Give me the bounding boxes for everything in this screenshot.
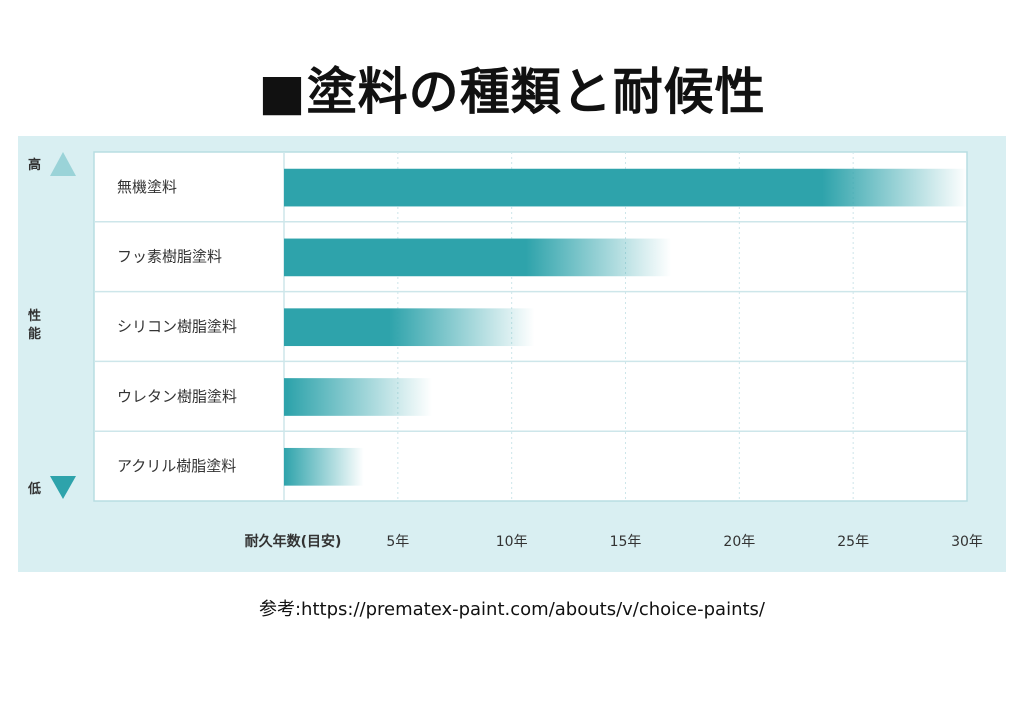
x-tick-label: 10年 xyxy=(496,534,528,550)
bar xyxy=(284,238,672,277)
performance-axis-label-1: 性 xyxy=(28,309,42,324)
category-label: ウレタン樹脂塗料 xyxy=(117,387,237,405)
performance-arrow-down-head xyxy=(50,476,76,499)
bar xyxy=(284,447,364,486)
x-tick-label: 15年 xyxy=(610,534,642,550)
source-citation: 参考:https://prematex-paint.com/abouts/v/c… xyxy=(258,599,765,620)
bar xyxy=(284,308,535,347)
category-label: 無機塗料 xyxy=(117,178,177,196)
performance-high-label: 高 xyxy=(28,158,42,173)
bar xyxy=(284,378,432,416)
performance-arrow-up-head xyxy=(50,152,76,176)
category-label: アクリル樹脂塗料 xyxy=(117,457,236,475)
x-tick-label: 25年 xyxy=(837,534,869,550)
x-axis-label: 耐久年数(目安) xyxy=(245,533,342,550)
x-tick-label: 30年 xyxy=(951,534,983,550)
performance-axis-label-2: 能 xyxy=(28,327,42,342)
bar xyxy=(284,168,967,207)
category-label: フッ素樹脂塗料 xyxy=(117,248,222,266)
category-label: シリコン樹脂塗料 xyxy=(117,318,237,336)
x-tick-label: 20年 xyxy=(723,534,755,550)
performance-low-label: 低 xyxy=(28,482,42,497)
x-tick-label: 5年 xyxy=(386,534,409,550)
page-title: ■塗料の種類と耐候性 xyxy=(258,63,766,121)
